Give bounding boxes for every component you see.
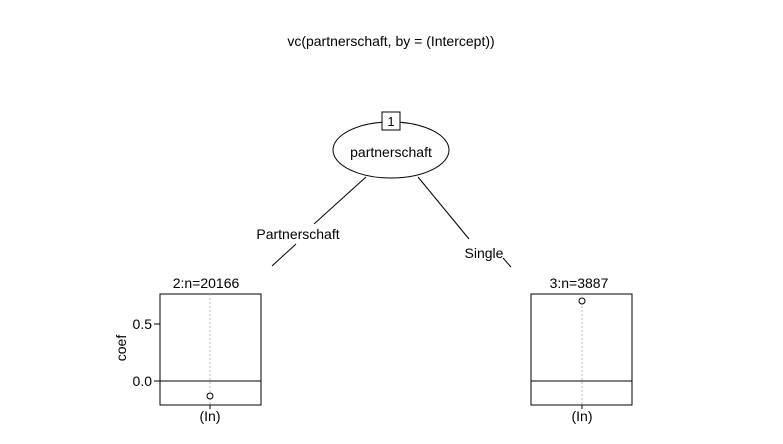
node-2-y-tick-label-0.0: 0.0 [133,373,153,389]
terminal-node-3: 3:n=3887 (In) [530,275,633,424]
node-3-label: 3:n=3887 [550,275,609,291]
node-2-y-tick-label-0.5: 0.5 [133,316,153,332]
right-edge-lower [502,257,512,268]
left-edge-label: Partnerschaft [256,226,339,242]
root-node-id-box [381,111,401,131]
node-2-x-tick-label: (In) [200,408,221,424]
terminal-node-2: 2:n=20166 0.5 0.0 coef (In) [113,275,262,424]
node-3-coef-point [578,297,586,305]
plot-title: vc(partnerschaft, by = (Intercept)) [287,33,494,49]
node-2-coef-point [206,392,214,400]
node-3-x-tick-label: (In) [572,408,593,424]
root-node-id-label: 1 [387,114,394,129]
right-edge-label: Single [465,245,504,261]
left-edge-lower [271,243,297,267]
root-node-split-label: partnerschaft [350,144,432,160]
node-2-y-axis-label: coef [113,335,129,362]
left-edge-upper [313,176,367,225]
node-2-label: 2:n=20166 [173,275,240,291]
right-edge-upper [417,176,470,240]
